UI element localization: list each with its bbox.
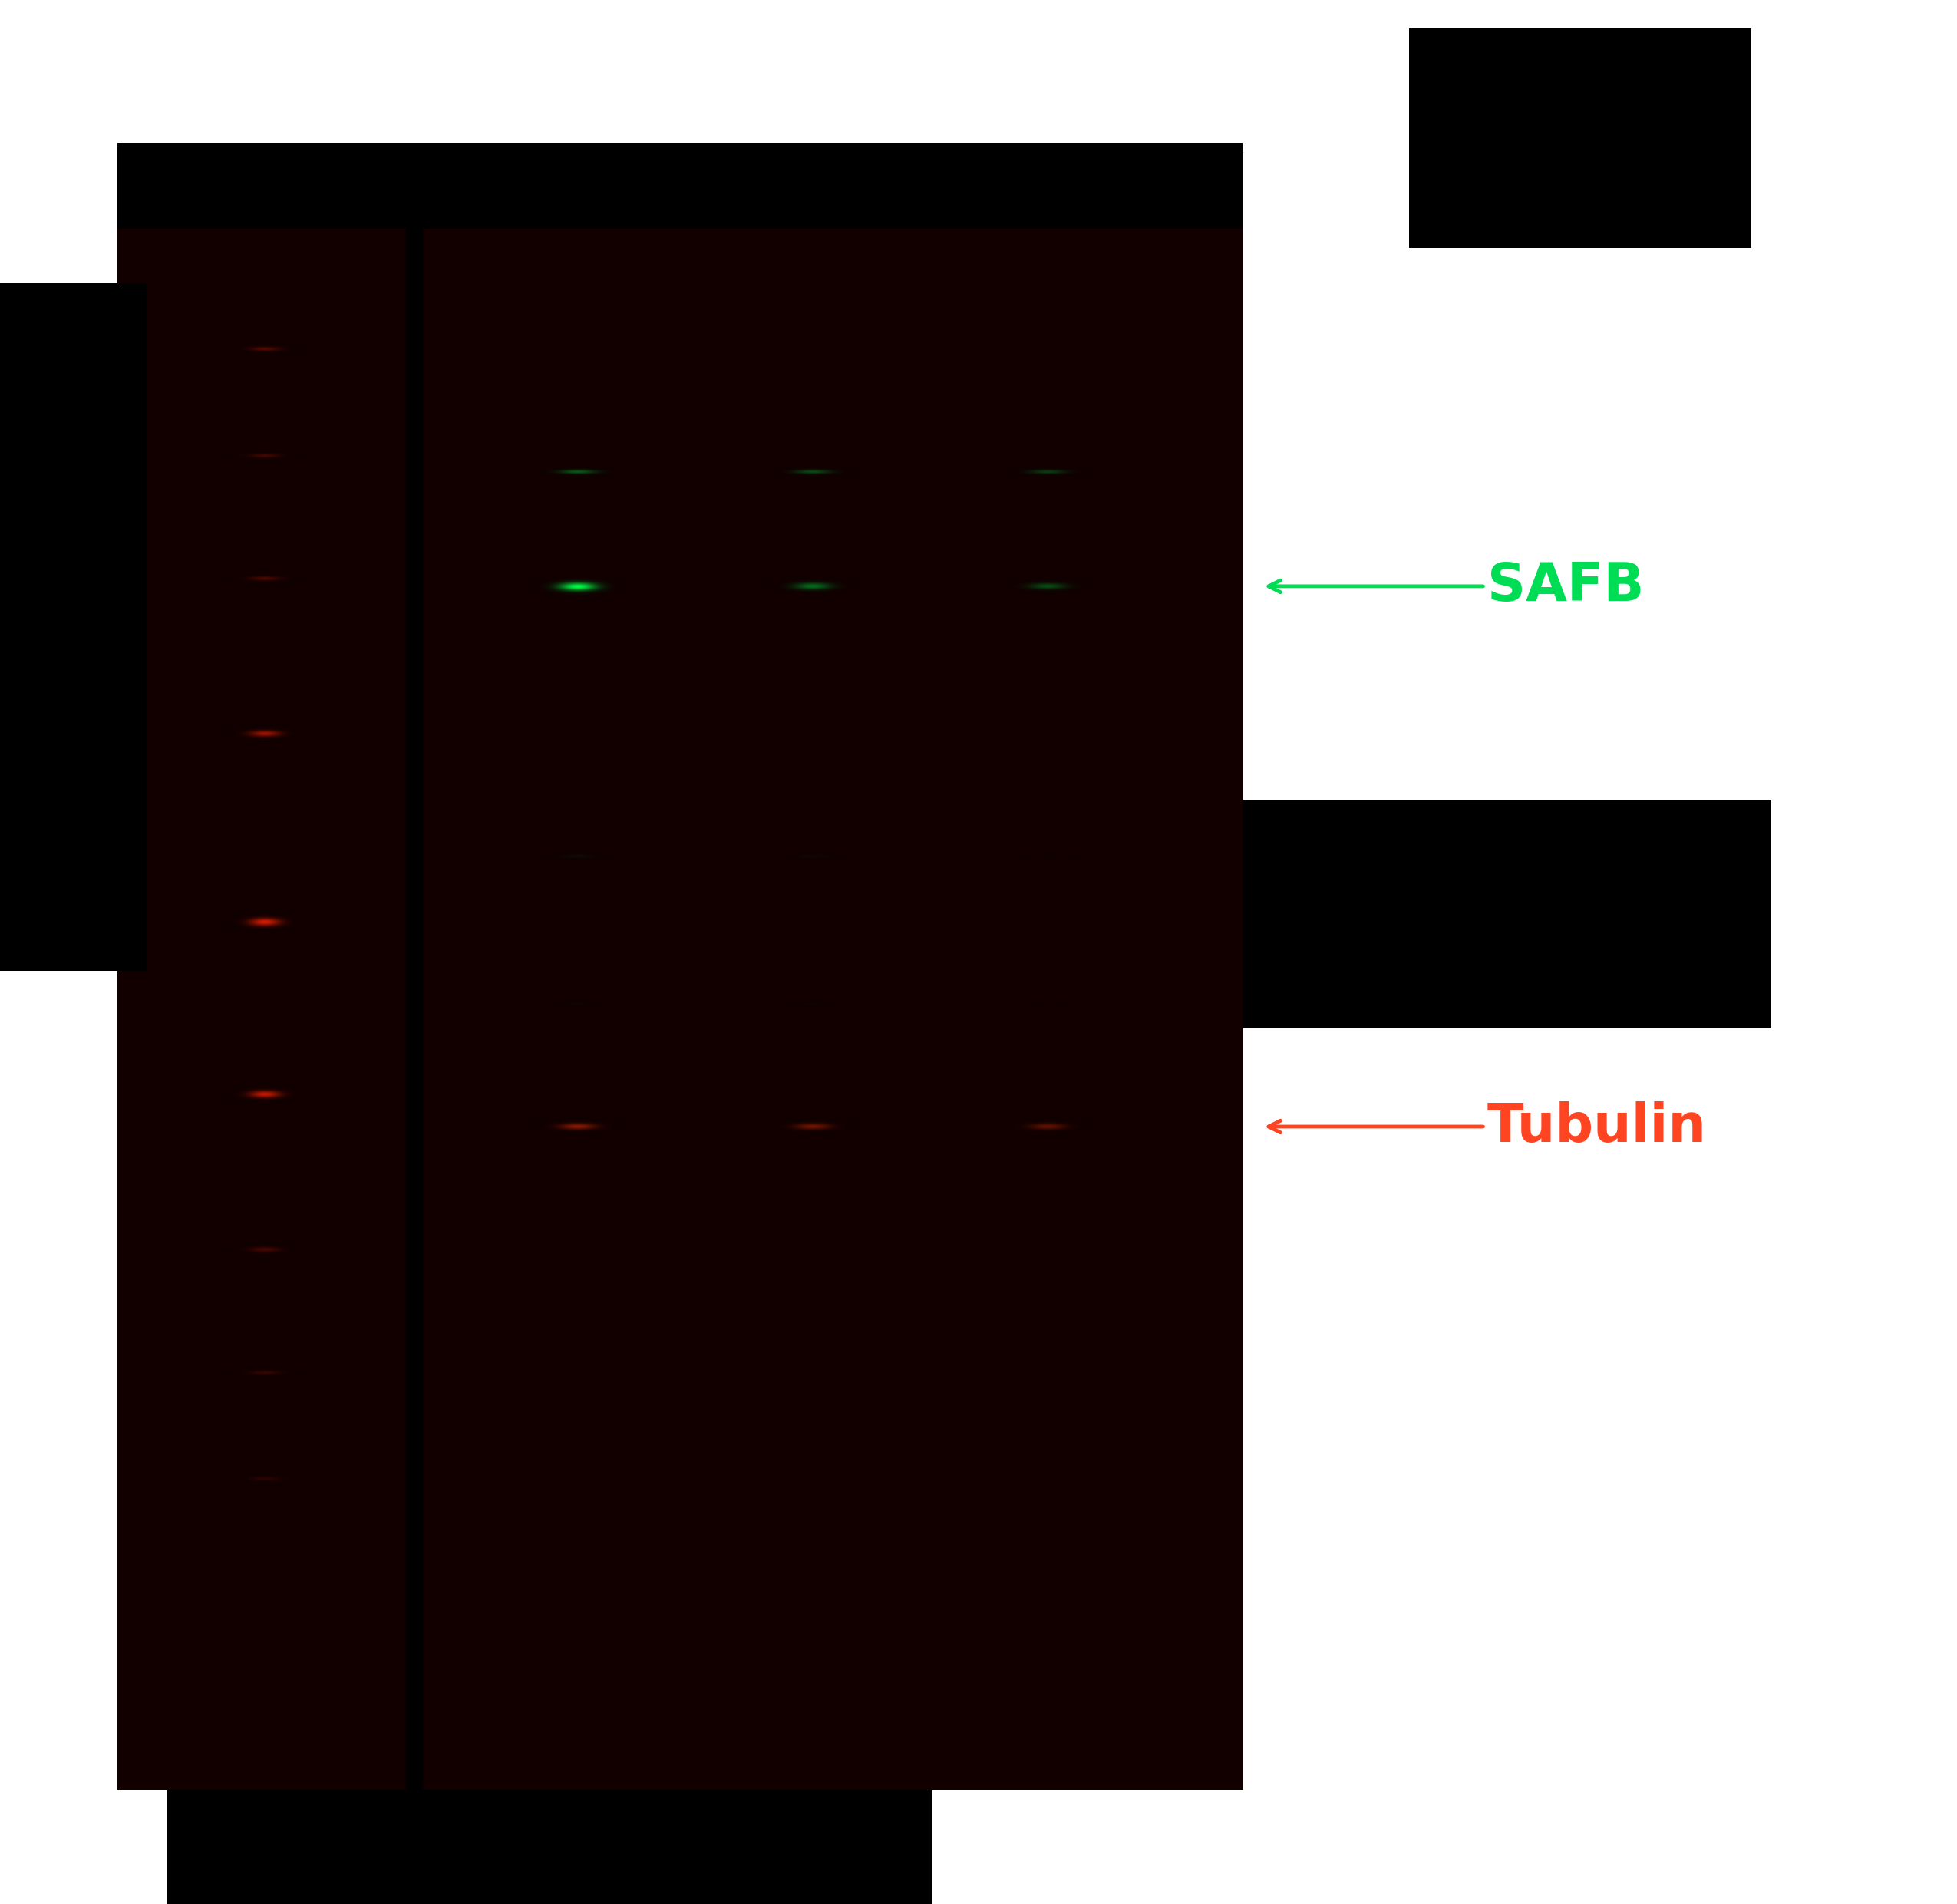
Text: SAFB: SAFB — [1268, 560, 1644, 611]
Bar — [117, 143, 1243, 228]
Bar — [1409, 29, 1752, 248]
Bar — [117, 152, 1243, 1790]
Bar — [166, 1790, 932, 1904]
Bar — [0, 284, 147, 971]
Text: Tubulin: Tubulin — [1268, 1101, 1707, 1152]
Bar — [1243, 800, 1771, 1028]
